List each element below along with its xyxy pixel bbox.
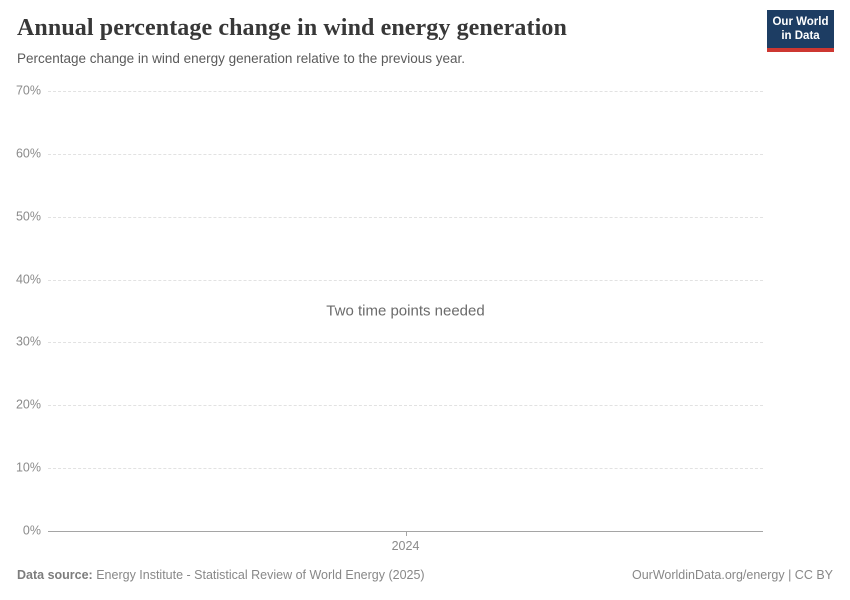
gridline [48, 91, 763, 92]
y-axis-tick-label: 50% [15, 209, 41, 224]
logo-line-1: Our World [772, 15, 829, 28]
y-axis-tick-label: 40% [15, 272, 41, 287]
y-axis-tick-label: 70% [15, 83, 41, 98]
x-axis-tick [405, 531, 407, 536]
y-axis-tick-label: 10% [15, 460, 41, 475]
chart-header: Annual percentage change in wind energy … [17, 14, 750, 67]
gridline [48, 279, 763, 281]
owid-logo: Our World in Data [767, 10, 834, 52]
data-source-text: Energy Institute - Statistical Review of… [92, 568, 425, 582]
gridline [48, 468, 763, 470]
x-axis-tick-label: 2024 [391, 539, 420, 553]
data-source: Data source: Energy Institute - Statisti… [17, 568, 425, 582]
y-axis-tick-label: 20% [15, 398, 41, 413]
plot-area: Two time points needed 2024 70% 60% 50% 40%… [16, 84, 763, 553]
y-axis-tick-label: 0% [22, 523, 41, 538]
footer-credit-link[interactable]: OurWorldinData.org/energy | CC BY [631, 568, 833, 582]
empty-state-message: Two time points needed [326, 302, 485, 320]
data-source-label: Data source: [17, 568, 93, 582]
chart-footer: Data source: Energy Institute - Statisti… [17, 568, 833, 582]
logo-line-2: in Data [781, 30, 820, 42]
y-axis-tick-label: 30% [15, 335, 41, 350]
chart-subtitle: Percentage change in wind energy generat… [17, 50, 466, 66]
gridline [48, 216, 763, 218]
gridline [48, 405, 763, 407]
gridline [48, 342, 763, 344]
gridline [48, 153, 763, 155]
y-axis-tick-label: 60% [15, 146, 41, 161]
page-title: Annual percentage change in wind energy … [17, 15, 567, 41]
x-axis-baseline [48, 531, 763, 532]
